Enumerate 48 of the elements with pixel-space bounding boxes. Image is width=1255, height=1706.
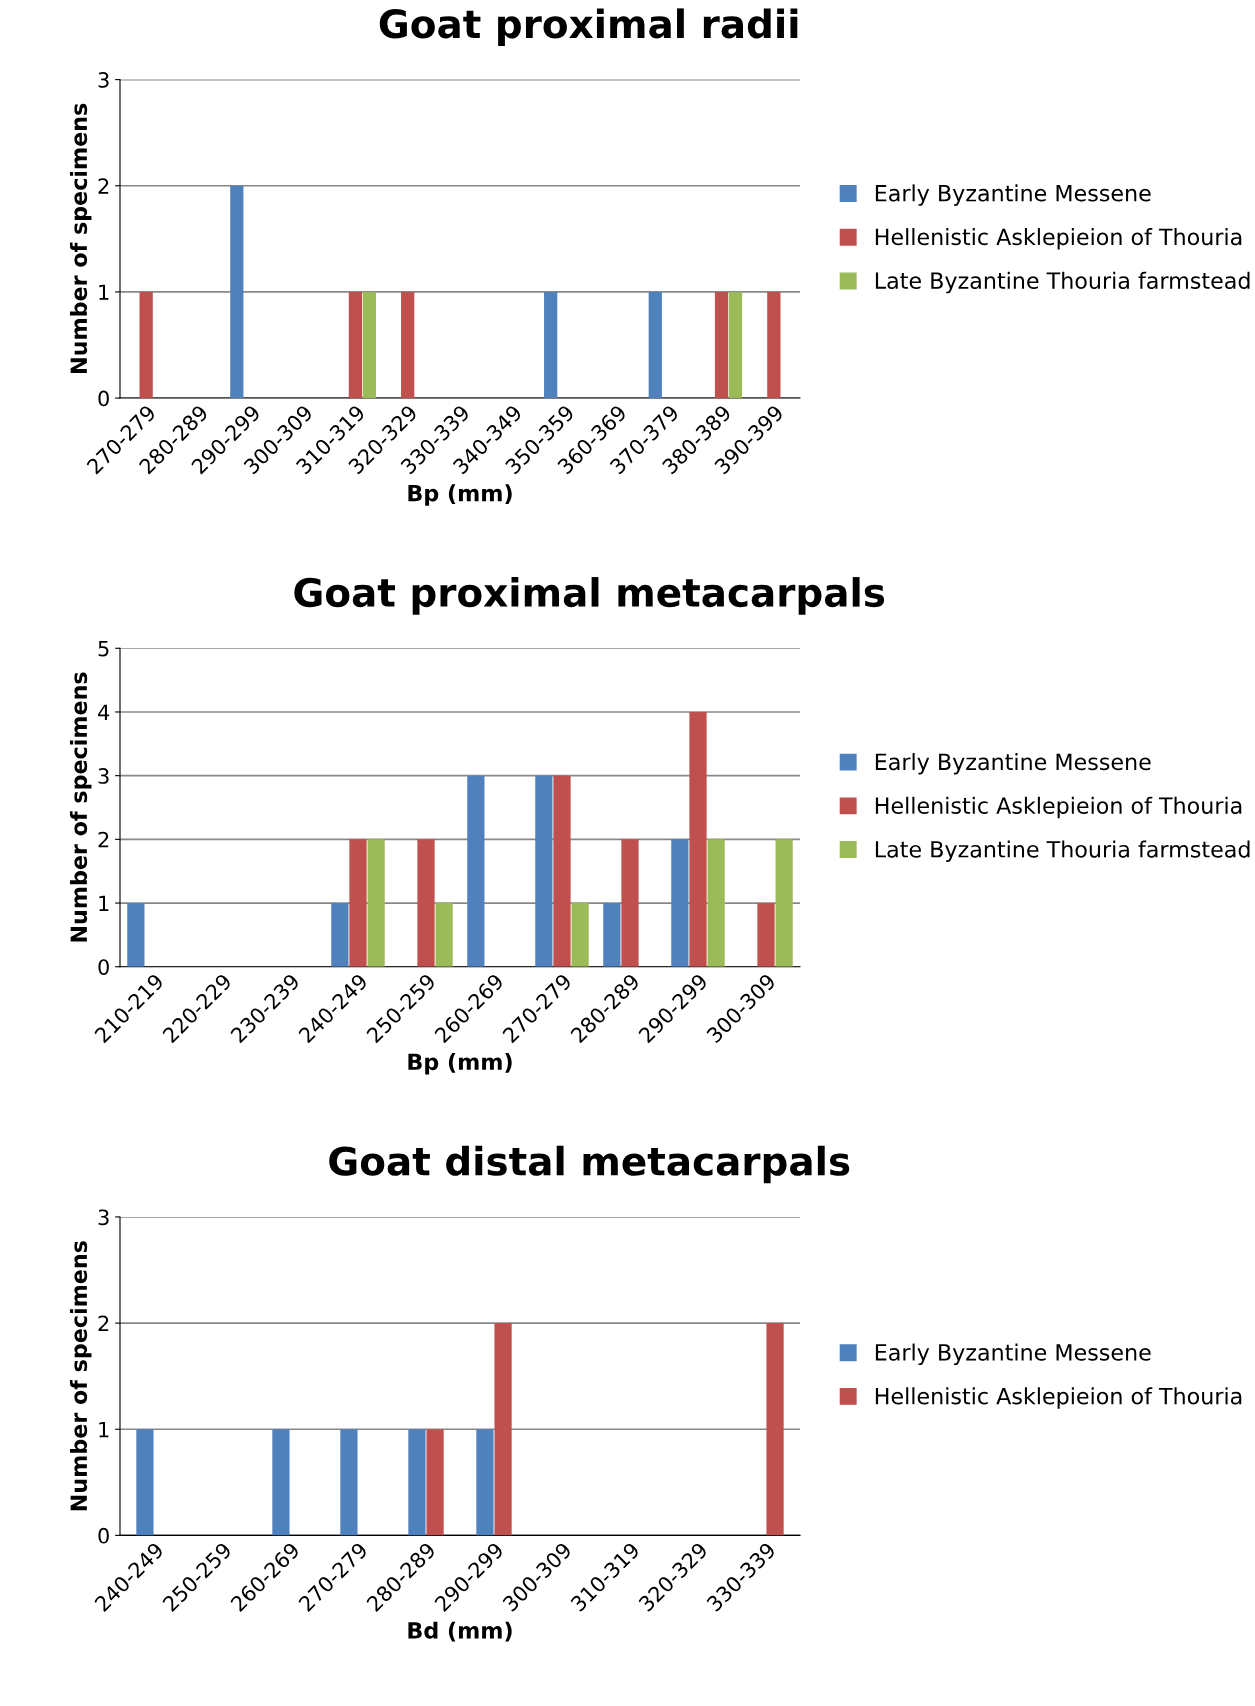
x-axis-title: Bd (mm) — [408, 1621, 512, 1642]
bar — [331, 903, 349, 967]
y-tick-label: 3 — [98, 768, 109, 784]
chart-title: Goat proximal metacarpals — [294, 577, 885, 615]
bar — [707, 839, 725, 967]
legend-label: Early Byzantine Messene — [875, 1343, 1151, 1366]
bar — [535, 775, 553, 967]
bar — [775, 839, 793, 967]
bar — [417, 839, 435, 967]
y-axis-title: Number of specimens — [69, 672, 92, 942]
bar — [127, 903, 145, 967]
bar — [689, 711, 707, 967]
y-tick-label: 0 — [98, 959, 109, 975]
bar — [671, 839, 689, 967]
y-tick-label: 2 — [98, 178, 109, 194]
y-axis-title: Number of specimens — [69, 103, 92, 373]
bar — [553, 775, 571, 967]
x-axis-title: Bp (mm) — [408, 484, 512, 506]
x-axis-title: Bp (mm) — [408, 1052, 512, 1075]
legend-label: Early Byzantine Messene — [875, 184, 1151, 206]
y-tick-label: 1 — [99, 1421, 109, 1438]
y-tick-label: 0 — [98, 390, 109, 407]
chart-title: Goat proximal radii — [379, 8, 798, 47]
y-tick-label: 1 — [99, 284, 109, 300]
y-tick-label: 2 — [98, 831, 109, 848]
legend-label: Early Byzantine Messene — [875, 753, 1151, 775]
bar — [349, 839, 367, 967]
bar — [603, 903, 621, 967]
y-tick-label: 1 — [99, 895, 109, 911]
y-tick-label: 3 — [98, 72, 109, 88]
y-tick-label: 0 — [98, 1527, 109, 1544]
bar — [757, 903, 775, 967]
bar — [367, 839, 385, 967]
legend-label: Late Byzantine Thouria farmstead — [875, 840, 1250, 862]
y-tick-label: 3 — [98, 1209, 109, 1226]
y-tick-label: 5 — [98, 641, 109, 657]
y-tick-label: 4 — [98, 704, 110, 720]
bar — [621, 839, 639, 967]
legend-label: Late Byzantine Thouria farmstead — [875, 271, 1250, 294]
legend-label: Hellenistic Asklepieion of Thouria — [875, 796, 1242, 819]
y-axis-title: Number of specimens — [69, 1241, 92, 1511]
legend-label: Hellenistic Asklepieion of Thouria — [875, 1387, 1242, 1409]
bar — [571, 903, 589, 967]
chart-title: Goat distal metacarpals — [329, 1145, 850, 1184]
bar — [435, 903, 453, 967]
bar — [467, 775, 485, 967]
y-tick-label: 2 — [98, 1315, 109, 1332]
legend-label: Hellenistic Asklepieion of Thouria — [875, 228, 1242, 250]
